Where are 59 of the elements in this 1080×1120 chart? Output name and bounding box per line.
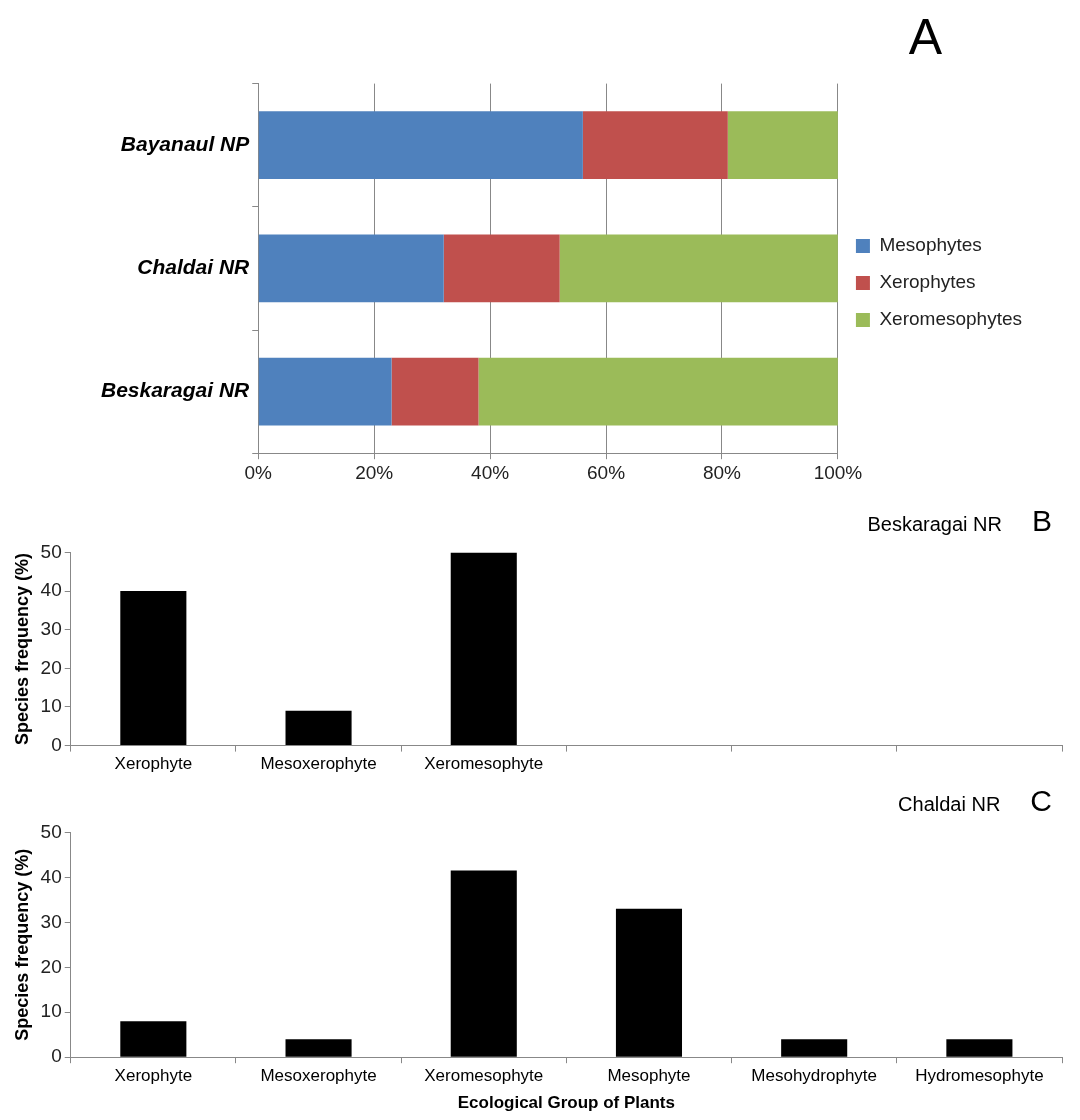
bar [120,1021,187,1057]
x-tick-label: 100% [813,461,863,483]
bar [450,870,517,1057]
legend-label: Xerophytes [879,271,976,293]
bar [559,234,838,303]
legend-label: Xeromesophytes [879,308,1022,330]
y-tick-label: 50 [40,820,62,842]
bar [258,357,392,426]
x-tick-label: 0% [244,461,273,483]
bar [285,710,352,746]
y-tick-label: 50 [40,540,62,562]
chart-title: Chaldai NR [898,793,1001,816]
legend-label: Mesophytes [879,234,982,256]
bar [285,1039,352,1057]
bar [478,357,838,426]
x-tick-label: 60% [587,461,626,483]
y-tick-label: 30 [40,617,62,639]
y-tick-label: 10 [40,695,62,717]
x-tick-label: Hydromesophyte [915,1066,1044,1086]
x-tick-label: Xeromesophyte [424,754,544,774]
y-tick-label: Chaldai NR [137,255,251,279]
x-tick-label: Mesoxerophyte [260,754,377,774]
x-tick-label: Xerophyte [114,1066,193,1086]
y-tick-label: 20 [40,955,62,977]
x-axis-title: Ecological Group of Plants [457,1093,675,1113]
bar [582,111,728,180]
bar [443,234,560,303]
x-tick-label: Mesoxerophyte [260,1066,377,1086]
chart-title: Beskaragai NR [867,513,1002,536]
y-tick-label: Beskaragai NR [100,378,251,402]
y-axis-title: Species frequency (%) [11,552,32,746]
bar [258,111,583,180]
y-tick-label: 0 [51,1045,62,1067]
y-tick-label: 10 [40,1000,62,1022]
x-tick-label: Xerophyte [114,754,193,774]
x-tick-label: Xeromesophyte [424,1066,544,1086]
y-axis-title: Species frequency (%) [11,848,32,1041]
y-tick-label: 40 [40,579,62,601]
text: C [1030,784,1052,818]
bar [120,591,187,746]
y-tick-label: 30 [40,910,62,932]
x-tick-label: Mesohydrophyte [751,1066,878,1086]
x-tick-label: 40% [471,461,510,483]
bar [615,908,683,1057]
bar [391,357,479,426]
bar [781,1039,848,1057]
text: A [908,8,942,66]
bar [946,1039,1013,1057]
y-tick-label: 0 [51,733,62,755]
x-tick-label: 20% [355,461,394,483]
bar [727,111,838,180]
y-tick-label: 40 [40,865,62,887]
bar [450,552,517,746]
y-tick-label: 20 [40,656,62,678]
y-tick-label: Bayanaul NP [120,132,251,155]
x-tick-label: Mesophyte [607,1066,691,1086]
text: B [1031,504,1052,538]
bar [258,234,444,303]
x-tick-label: 80% [702,461,742,483]
